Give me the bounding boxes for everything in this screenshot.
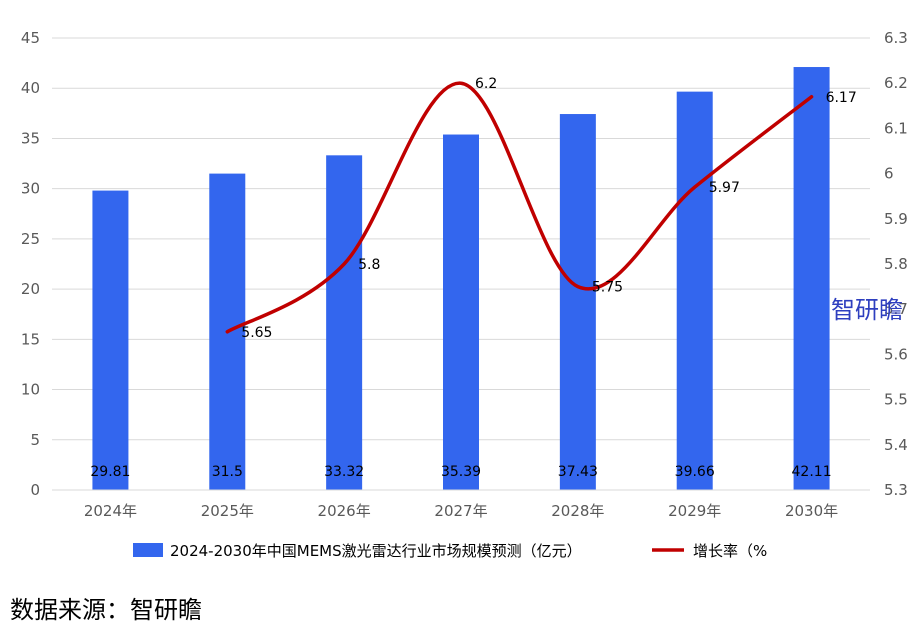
left-tick-label: 10 (21, 381, 40, 399)
bar (559, 114, 596, 491)
right-tick-label: 5.3 (884, 481, 908, 499)
bar-value-label: 29.81 (90, 464, 130, 480)
right-tick-label: 5.7 (884, 300, 908, 318)
right-tick-label: 6.3 (884, 29, 908, 47)
left-tick-label: 5 (30, 431, 40, 449)
bar-value-label: 33.32 (324, 464, 364, 480)
bar-value-label: 37.43 (558, 464, 598, 480)
x-tick-label: 2028年 (551, 502, 604, 520)
left-tick-label: 30 (21, 180, 40, 198)
legend-bar-label: 2024-2030年中国MEMS激光雷达行业市场规模预测（亿元） (170, 542, 582, 560)
x-tick-label: 2029年 (668, 502, 721, 520)
left-tick-label: 25 (21, 230, 40, 248)
right-y-axis: 5.3 5.4 5.5 5.6 5.7 5.8 5.9 6 6.1 6.2 6.3 (884, 29, 908, 499)
x-tick-label: 2030年 (785, 502, 838, 520)
bar-value-label: 31.5 (212, 464, 243, 480)
bar (443, 134, 479, 491)
line-value-label: 5.97 (709, 180, 740, 196)
legend-bar-swatch (133, 543, 163, 557)
x-tick-label: 2024年 (84, 502, 137, 520)
line-value-label: 5.8 (358, 257, 380, 273)
x-tick-label: 2027年 (434, 502, 487, 520)
x-axis: 2024年 2025年 2026年 2027年 2028年 2029年 2030年 (52, 489, 870, 520)
line-value-label: 6.17 (826, 90, 857, 106)
line-series: 5.65 5.8 6.2 5.75 5.97 6.17 (225, 76, 857, 341)
left-tick-label: 45 (21, 29, 40, 47)
right-tick-label: 5.5 (884, 391, 908, 409)
right-tick-label: 6 (884, 165, 894, 183)
right-tick-label: 6.2 (884, 74, 908, 92)
bar (92, 190, 129, 490)
left-y-axis: 0 5 10 15 20 25 30 35 40 45 (21, 29, 40, 499)
line-value-label: 5.75 (592, 280, 623, 296)
right-tick-label: 5.6 (884, 345, 908, 363)
bar-value-label: 42.11 (792, 464, 832, 480)
bar (676, 91, 713, 491)
left-tick-label: 20 (21, 280, 40, 298)
left-tick-label: 0 (30, 481, 40, 499)
source-note: 数据来源：智研瞻 (10, 596, 202, 624)
line-value-label: 6.2 (475, 76, 497, 92)
x-tick-label: 2025年 (201, 502, 254, 520)
bar (793, 67, 830, 490)
bar-value-label: 35.39 (441, 464, 481, 480)
bar-series: 29.81 31.5 33.32 35.39 37.43 39.66 42.11 (90, 67, 832, 491)
left-tick-label: 15 (21, 330, 40, 348)
right-tick-label: 6.1 (884, 119, 908, 137)
right-tick-label: 5.4 (884, 436, 908, 454)
bar (326, 155, 363, 491)
growth-rate-line (225, 81, 814, 334)
legend-line-label: 增长率（% (693, 542, 767, 560)
right-tick-label: 5.9 (884, 210, 908, 228)
watermark: 智研瞻 (831, 296, 903, 324)
legend: 2024-2030年中国MEMS激光雷达行业市场规模预测（亿元） 增长率（% (133, 542, 767, 560)
bar-value-label: 39.66 (675, 464, 715, 480)
x-tick-label: 2026年 (318, 502, 371, 520)
left-tick-label: 35 (21, 129, 40, 147)
right-tick-label: 5.8 (884, 255, 908, 273)
line-value-label: 5.65 (241, 325, 272, 341)
left-tick-label: 40 (21, 79, 40, 97)
